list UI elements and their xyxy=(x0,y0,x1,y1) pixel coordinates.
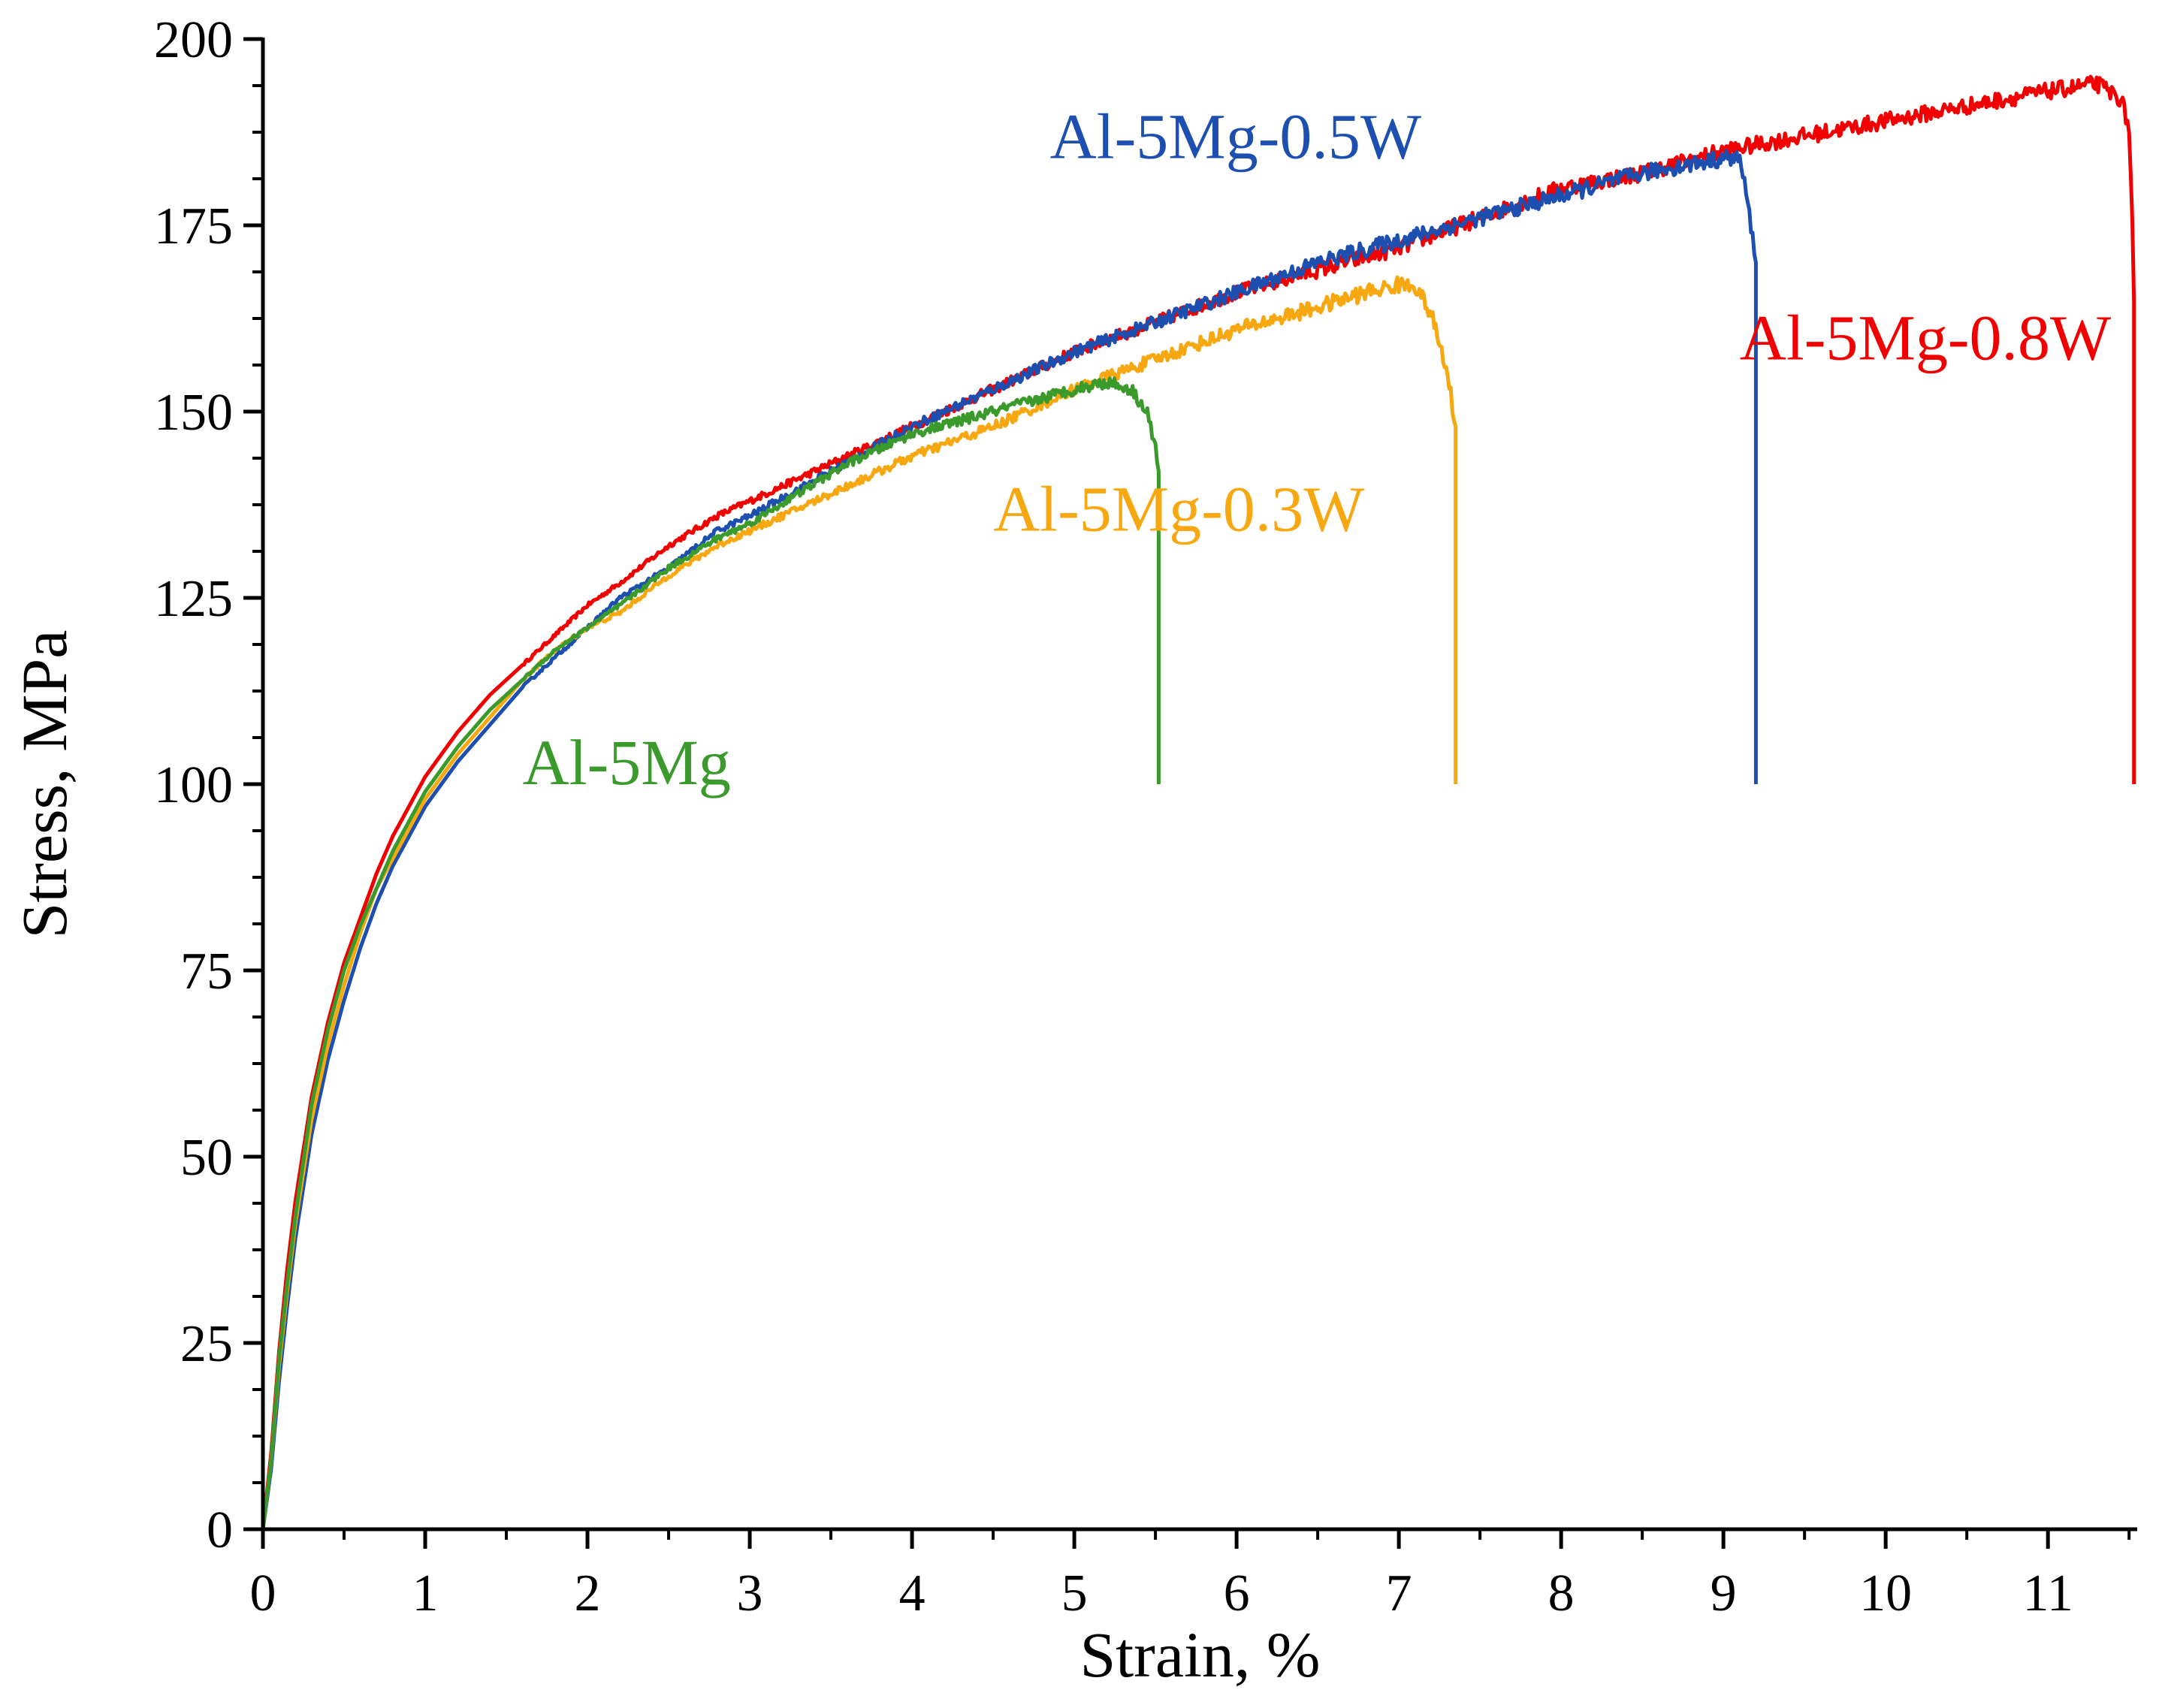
x-tick-label: 5 xyxy=(1061,1565,1088,1622)
series-line-al-5mg-0-3w xyxy=(261,275,1458,1530)
series-label-al-5mg-0-5w: Al-5Mg-0.5W xyxy=(1050,101,1421,173)
x-tick-label: 11 xyxy=(2022,1565,2073,1622)
y-axis-title: Stress, MPa xyxy=(8,630,80,939)
y-tick-label: 100 xyxy=(154,756,233,814)
x-tick-label: 9 xyxy=(1711,1565,1737,1622)
x-tick-label: 2 xyxy=(575,1565,601,1622)
y-tick-label: 0 xyxy=(207,1501,233,1559)
series-label-al-5mg-0-3w: Al-5Mg-0.3W xyxy=(993,473,1364,545)
x-tick-label: 7 xyxy=(1386,1565,1412,1622)
y-tick-label: 25 xyxy=(180,1315,233,1373)
series-label-al-5mg: Al-5Mg xyxy=(523,726,731,798)
series-line-al-5mg-0-8w xyxy=(261,74,2136,1530)
label-layer: Al-5Mg-0.8W Al-5Mg-0.5W Al-5Mg-0.3W Al-5Mg xyxy=(523,101,2112,798)
x-axis-title: Strain, % xyxy=(1079,1619,1320,1691)
series-label-al-5mg-0-8w: Al-5Mg-0.8W xyxy=(1740,302,2111,374)
y-tick-label: 50 xyxy=(180,1129,233,1187)
x-tick-label: 3 xyxy=(737,1565,763,1622)
y-tick-label: 125 xyxy=(154,570,233,628)
y-tick-label: 75 xyxy=(180,943,233,1000)
x-tick-label: 0 xyxy=(250,1565,276,1622)
series-line-al-5mg-0-5w xyxy=(261,149,1758,1530)
y-tick-label: 150 xyxy=(154,384,233,442)
x-tick-label: 4 xyxy=(899,1565,925,1622)
y-tick-label: 200 xyxy=(154,11,233,69)
series-layer xyxy=(261,74,2136,1530)
series-line-al-5mg xyxy=(261,376,1161,1530)
x-tick-label: 6 xyxy=(1224,1565,1250,1622)
x-tick-label: 1 xyxy=(412,1565,439,1622)
x-tick-label: 8 xyxy=(1548,1565,1575,1622)
x-tick-label: 10 xyxy=(1859,1565,1912,1622)
axis-layer: 0 25 50 75 100 125 150 175 200 0 1 2 3 4 5 6 7 8 9 10 11 xyxy=(154,11,2137,1622)
y-tick-label: 175 xyxy=(154,198,233,255)
